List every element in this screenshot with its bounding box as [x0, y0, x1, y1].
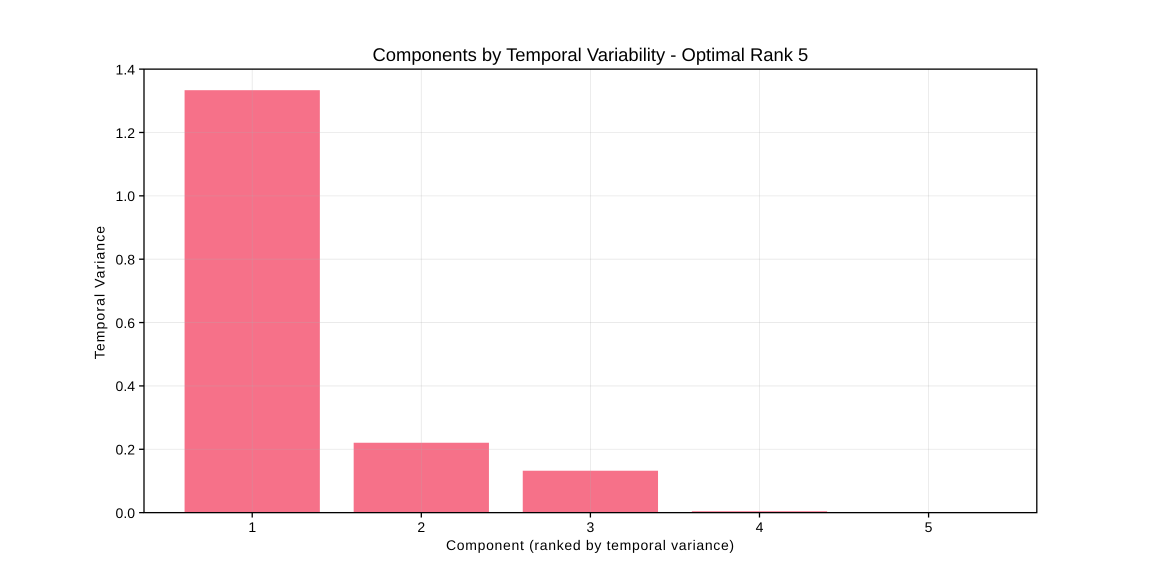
svg-text:1.2: 1.2	[116, 125, 136, 141]
svg-text:0.2: 0.2	[116, 442, 136, 458]
svg-text:Component (ranked by temporal: Component (ranked by temporal variance)	[446, 537, 735, 553]
svg-text:Components by Temporal Variabi: Components by Temporal Variability - Opt…	[373, 44, 809, 65]
svg-text:0.6: 0.6	[116, 315, 136, 331]
svg-text:1.0: 1.0	[116, 188, 136, 204]
svg-text:5: 5	[925, 519, 933, 535]
svg-text:Temporal Variance: Temporal Variance	[92, 225, 108, 359]
svg-text:0.0: 0.0	[116, 505, 136, 521]
svg-text:1: 1	[248, 519, 256, 535]
svg-text:2: 2	[417, 519, 425, 535]
svg-text:3: 3	[587, 519, 595, 535]
svg-text:0.4: 0.4	[116, 378, 136, 394]
svg-text:4: 4	[756, 519, 764, 535]
svg-text:1.4: 1.4	[116, 61, 136, 77]
svg-text:0.8: 0.8	[116, 252, 136, 268]
